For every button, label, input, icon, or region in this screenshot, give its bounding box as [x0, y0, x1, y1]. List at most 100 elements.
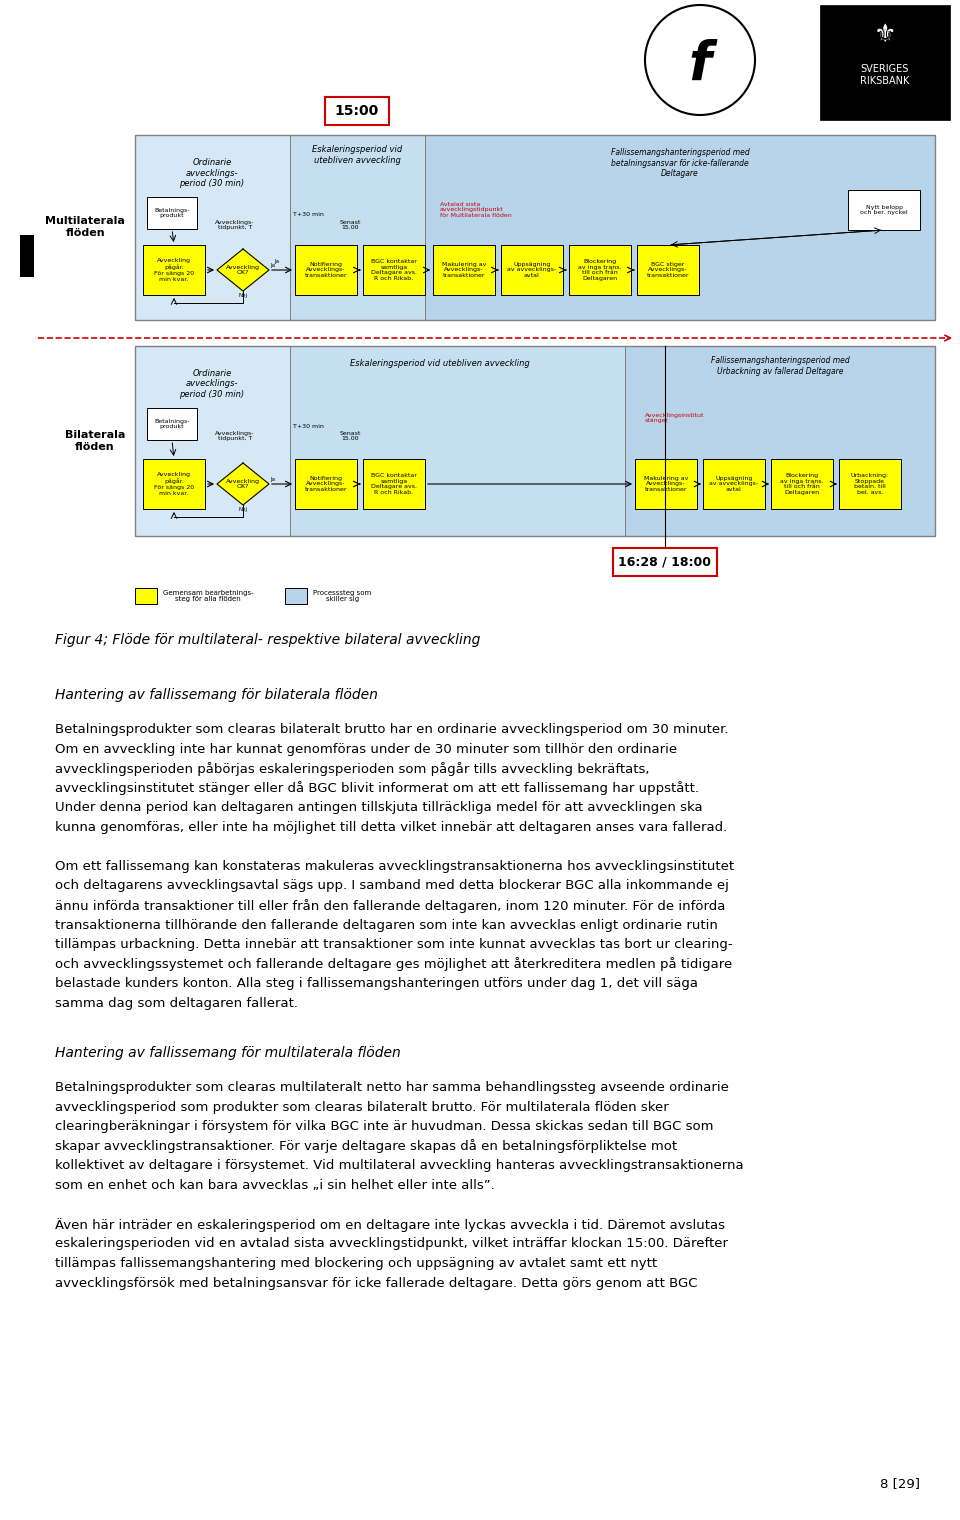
Text: tillämpas urbackning. Detta innebär att transaktioner som inte kunnat avvecklas : tillämpas urbackning. Detta innebär att …	[55, 938, 732, 952]
Text: Gemensam bearbetnings-
steg för alla flöden: Gemensam bearbetnings- steg för alla flö…	[163, 590, 253, 602]
Text: T+30 min: T+30 min	[293, 424, 324, 429]
Text: ännu införda transaktioner till eller från den fallerande deltagaren, inom 120 m: ännu införda transaktioner till eller fr…	[55, 898, 726, 914]
Text: samma dag som deltagaren fallerat.: samma dag som deltagaren fallerat.	[55, 997, 298, 1009]
Text: Betalnings-
produkt: Betalnings- produkt	[155, 208, 190, 219]
Text: kunna genomföras, eller inte ha möjlighet till detta vilket innebär att deltagar: kunna genomföras, eller inte ha möjlighe…	[55, 821, 728, 833]
Text: Avvecklingsinstitut
stänger: Avvecklingsinstitut stänger	[645, 412, 705, 424]
Text: Även här inträder en eskaleringsperiod om en deltagare inte lyckas avveckla i ti: Även här inträder en eskaleringsperiod o…	[55, 1218, 725, 1233]
Text: Avveckling
OK?: Avveckling OK?	[226, 479, 260, 489]
Text: belastade kunders konton. Alla steg i fallissemangshanteringen utförs under dag : belastade kunders konton. Alla steg i fa…	[55, 977, 698, 990]
Text: Fallissemangshanteringsperiod med
betalningsansvar för icke-fallerande
Deltagare: Fallissemangshanteringsperiod med betaln…	[611, 147, 750, 178]
Bar	[135, 347, 935, 537]
Text: Figur 4; Flöde för multilateral- respektive bilateral avveckling: Figur 4; Flöde för multilateral- respekt…	[55, 632, 480, 648]
Bar	[285, 588, 307, 603]
Text: Ordinarie
avvecklings-
period (30 min): Ordinarie avvecklings- period (30 min)	[180, 158, 245, 188]
Text: Uppsägning
av avvecklings-
avtal: Uppsägning av avvecklings- avtal	[508, 261, 557, 278]
Text: Avvecklings-
tidpunkt, T: Avvecklings- tidpunkt, T	[215, 430, 254, 441]
Bar	[820, 5, 950, 120]
Text: BGC stiger
Avvecklings-
transaktioner: BGC stiger Avvecklings- transaktioner	[647, 261, 689, 278]
Text: Makulering av
Avvecklings-
transaktioner: Makulering av Avvecklings- transaktioner	[644, 476, 688, 492]
Text: Avvecklings-
tidpunkt, T: Avvecklings- tidpunkt, T	[215, 219, 254, 231]
Bar	[290, 135, 425, 321]
Text: tillämpas fallissemangshantering med blockering och uppsägning av avtalet samt e: tillämpas fallissemangshantering med blo…	[55, 1257, 658, 1271]
Text: Eskaleringsperiod vid utebliven avveckling: Eskaleringsperiod vid utebliven avveckli…	[350, 360, 530, 368]
Bar	[363, 459, 425, 509]
Text: Bilaterala
flöden: Bilaterala flöden	[64, 430, 125, 451]
Text: avvecklingsinstitutet stänger eller då BGC blivit informerat om att ett fallisse: avvecklingsinstitutet stänger eller då B…	[55, 781, 699, 795]
Text: Multilaterala
flöden: Multilaterala flöden	[45, 216, 125, 237]
Bar	[143, 245, 205, 295]
Text: Avveckling
OK?: Avveckling OK?	[226, 264, 260, 275]
Text: clearingberäkningar i försystem för vilka BGC inte är huvudman. Dessa skickas se: clearingberäkningar i försystem för vilk…	[55, 1120, 713, 1132]
Text: transaktionerna tillhörande den fallerande deltagaren som inte kan avvecklas enl: transaktionerna tillhörande den falleran…	[55, 918, 718, 932]
Text: Om ett fallissemang kan konstateras makuleras avvecklingstransaktionerna hos avv: Om ett fallissemang kan konstateras maku…	[55, 860, 734, 872]
Text: Ordinarie
avvecklings-
period (30 min): Ordinarie avvecklings- period (30 min)	[180, 369, 245, 398]
Bar	[848, 190, 920, 230]
Text: som en enhet och kan bara avvecklas „i sin helhet eller inte alls”.: som en enhet och kan bara avvecklas „i s…	[55, 1178, 494, 1192]
Bar	[147, 407, 197, 439]
Text: Hantering av fallissemang för multilaterala flöden: Hantering av fallissemang för multilater…	[55, 1046, 400, 1059]
Text: 15:00: 15:00	[335, 103, 379, 119]
Bar	[143, 459, 205, 509]
Text: ⚜: ⚜	[874, 23, 897, 47]
Bar	[637, 245, 699, 295]
Bar	[290, 347, 625, 537]
Text: Under denna period kan deltagaren antingen tillskjuta tillräckliga medel för att: Under denna period kan deltagaren anting…	[55, 801, 703, 815]
Text: SVERIGES
RIKSBANK: SVERIGES RIKSBANK	[860, 64, 910, 85]
Bar	[363, 245, 425, 295]
Text: Betalningsprodukter som clearas multilateralt netto har samma behandlingssteg av: Betalningsprodukter som clearas multilat…	[55, 1081, 729, 1094]
Bar	[625, 347, 935, 537]
Text: Betalnings-
produkt: Betalnings- produkt	[155, 418, 190, 430]
Text: Makulering av
Avvecklings-
transaktioner: Makulering av Avvecklings- transaktioner	[442, 261, 486, 278]
Bar	[147, 198, 197, 230]
Bar	[135, 588, 157, 603]
Text: 16:28 / 18:00: 16:28 / 18:00	[618, 555, 711, 568]
Text: Senast
15.00: Senast 15.00	[339, 430, 361, 441]
Bar	[20, 236, 34, 277]
Text: och avvecklingssystemet och fallerande deltagare ges möjlighet att återkreditera: och avvecklingssystemet och fallerande d…	[55, 958, 732, 971]
Text: kollektivet av deltagare i försystemet. Vid multilateral avveckling hanteras avv: kollektivet av deltagare i försystemet. …	[55, 1158, 744, 1172]
Bar	[135, 135, 290, 321]
Text: Ja: Ja	[271, 263, 276, 269]
Text: Notifiering
Avvecklings-
transaktioner: Notifiering Avvecklings- transaktioner	[304, 261, 348, 278]
Text: Blockering
av inga trans.
till och från
Deltagaren: Blockering av inga trans. till och från …	[578, 258, 622, 281]
Text: BGC kontaktar
samtliga
Deltagare avs.
R och Rikab.: BGC kontaktar samtliga Deltagare avs. R …	[371, 473, 417, 496]
Text: Betalningsprodukter som clearas bilateralt brutto har en ordinarie avvecklingspe: Betalningsprodukter som clearas bilatera…	[55, 724, 729, 736]
Text: avvecklingsförsök med betalningsansvar för icke fallerade deltagare. Detta görs : avvecklingsförsök med betalningsansvar f…	[55, 1277, 698, 1289]
Bar	[135, 135, 935, 321]
Text: Avtalad sista
avvecklingstidpunkt
för Multilaterala flöden: Avtalad sista avvecklingstidpunkt för Mu…	[440, 202, 512, 219]
Text: Om en avveckling inte har kunnat genomföras under de 30 minuter som tillhör den : Om en avveckling inte har kunnat genomfö…	[55, 742, 677, 755]
Bar	[613, 549, 717, 576]
Bar	[839, 459, 901, 509]
Text: Nej: Nej	[238, 293, 248, 298]
Text: Ja: Ja	[271, 477, 276, 482]
Bar	[501, 245, 563, 295]
Text: Eskaleringsperiod vid
utebliven avveckling: Eskaleringsperiod vid utebliven avveckli…	[312, 146, 402, 164]
Bar	[135, 347, 290, 537]
Text: T+30 min: T+30 min	[293, 213, 324, 217]
Bar	[295, 245, 357, 295]
Text: Notifiering
Avvecklings-
transaktioner: Notifiering Avvecklings- transaktioner	[304, 476, 348, 492]
Text: Blockering
av inga trans.
till och från
Deltagaren: Blockering av inga trans. till och från …	[780, 473, 824, 496]
Text: Avveckling
pågår.
För sängs 20
min kvar.: Avveckling pågår. För sängs 20 min kvar.	[154, 473, 194, 496]
Bar	[425, 135, 935, 321]
Bar	[771, 459, 833, 509]
Text: Fallissemangshanteringsperiod med
Urbackning av fallerad Deltagare: Fallissemangshanteringsperiod med Urback…	[710, 356, 850, 375]
Text: Processsteg som
skiller sig: Processsteg som skiller sig	[313, 590, 372, 602]
Bar	[295, 459, 357, 509]
Bar	[703, 459, 765, 509]
Text: Uppsägning
av avvecklings-
avtal: Uppsägning av avvecklings- avtal	[709, 476, 758, 492]
Text: Nej: Nej	[238, 508, 248, 512]
Text: f: f	[688, 40, 711, 91]
Text: Nytt belopp
och ber. nyckel: Nytt belopp och ber. nyckel	[860, 205, 908, 216]
Bar	[590, 5, 810, 116]
Text: Hantering av fallissemang för bilaterala flöden: Hantering av fallissemang för bilaterala…	[55, 689, 378, 702]
Bar	[569, 245, 631, 295]
Text: Avveckling
pågår.
För sängs 20
min kvar.: Avveckling pågår. För sängs 20 min kvar.	[154, 258, 194, 281]
Text: BGC kontaktar
samtliga
Deltagare avs.
R och Rikab.: BGC kontaktar samtliga Deltagare avs. R …	[371, 258, 417, 281]
Text: avvecklingsperiod som produkter som clearas bilateralt brutto. För multilaterala: avvecklingsperiod som produkter som clea…	[55, 1100, 669, 1114]
Text: skapar avvecklingstransaktioner. För varje deltagare skapas då en betalningsförp: skapar avvecklingstransaktioner. För var…	[55, 1140, 677, 1154]
Text: Urbackning:
Stoppade
betaln. till
bel. avs.: Urbackning: Stoppade betaln. till bel. a…	[851, 473, 889, 496]
Bar	[433, 245, 495, 295]
Text: Ja: Ja	[274, 260, 279, 264]
